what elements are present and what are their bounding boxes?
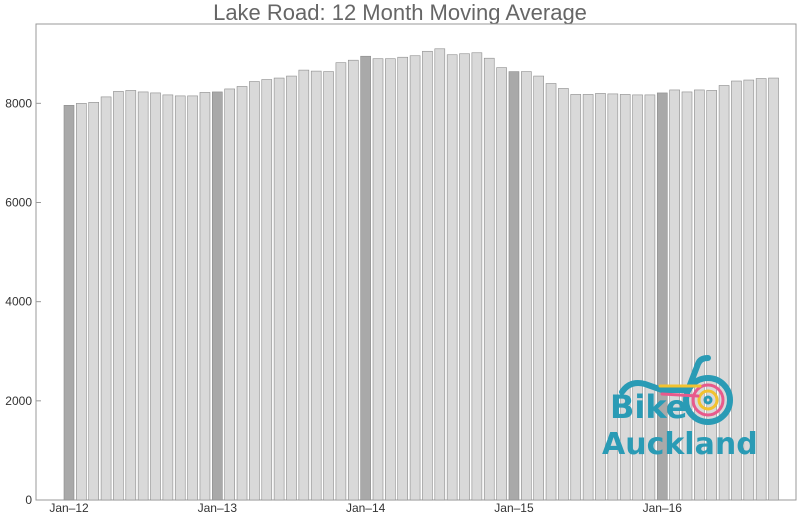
bar-jan-2014	[360, 55, 371, 501]
bar-sep-2012	[162, 94, 174, 501]
bar-jun-2016	[718, 85, 730, 501]
bar-apr-2016	[694, 89, 705, 501]
bar-may-2016	[706, 90, 718, 501]
bar-oct-2014	[471, 52, 483, 501]
bars-group	[63, 48, 779, 501]
y-tick-label: 2000	[5, 394, 32, 408]
bar-feb-2012	[76, 103, 87, 501]
bar-mar-2012	[88, 102, 100, 501]
bar-feb-2014	[372, 58, 384, 501]
bar-sep-2014	[459, 53, 470, 501]
bar-sep-2016	[755, 78, 767, 501]
y-tick-label: 8000	[5, 96, 32, 110]
bar-dec-2013	[347, 59, 359, 501]
bar-jun-2015	[570, 94, 582, 501]
bar-jun-2013	[273, 77, 285, 501]
bar-may-2013	[261, 79, 273, 501]
logo-text-line2: Auckland	[602, 427, 758, 460]
bike-auckland-logo: Bike Auckland	[602, 355, 758, 460]
x-tick-label: Jan–15	[494, 501, 534, 515]
y-tick-label: 0	[25, 493, 32, 507]
bar-jul-2014	[434, 48, 446, 501]
bar-may-2015	[558, 88, 569, 501]
bar-jul-2015	[582, 94, 594, 501]
bar-sep-2015	[607, 93, 619, 501]
bar-mar-2013	[236, 86, 248, 501]
bar-oct-2013	[323, 71, 334, 501]
bar-jan-2013	[212, 91, 223, 501]
bicycle-icon	[619, 355, 733, 425]
bar-feb-2015	[521, 71, 532, 501]
bar-aug-2016	[743, 79, 755, 501]
bar-nov-2013	[335, 62, 347, 501]
x-tick-label: Jan–14	[346, 501, 386, 515]
bar-mar-2014	[385, 58, 396, 501]
bar-oct-2016	[768, 77, 779, 501]
x-tick-label: Jan–16	[643, 501, 683, 515]
y-tick-label: 4000	[5, 295, 32, 309]
bar-jul-2013	[286, 75, 297, 501]
bar-jan-2016	[656, 92, 668, 501]
bar-jan-2015	[508, 71, 520, 501]
bar-aug-2013	[298, 69, 310, 501]
bar-nov-2012	[187, 95, 198, 501]
bar-feb-2016	[669, 89, 680, 501]
bar-jul-2012	[137, 91, 149, 501]
bar-dec-2012	[199, 92, 211, 501]
bar-sep-2013	[310, 70, 322, 501]
bar-apr-2013	[249, 81, 260, 501]
bar-apr-2015	[545, 83, 557, 501]
bar-may-2012	[113, 91, 124, 501]
bar-nov-2014	[483, 57, 495, 501]
bar-aug-2014	[446, 54, 458, 501]
logo-text-line1: Bike	[610, 388, 687, 426]
bar-apr-2014	[397, 56, 409, 501]
x-axis: Jan–12 Jan–13 Jan–14 Jan–15 Jan–16	[49, 501, 682, 515]
x-tick-label: Jan–12	[49, 501, 89, 515]
chart-title: Lake Road: 12 Month Moving Average	[213, 0, 587, 25]
bar-aug-2012	[150, 92, 161, 501]
bar-jun-2014	[422, 50, 433, 501]
bar-jan-2012	[63, 105, 75, 501]
bar-nov-2015	[632, 94, 643, 501]
bar-feb-2013	[224, 88, 235, 501]
bar-oct-2012	[174, 95, 186, 501]
bar-oct-2015	[619, 94, 631, 501]
y-tick-label: 6000	[5, 196, 32, 210]
bar-dec-2015	[644, 94, 656, 501]
bar-mar-2016	[681, 91, 693, 501]
y-axis: 0 2000 4000 6000 8000	[5, 96, 41, 507]
bar-may-2014	[409, 55, 421, 501]
bar-mar-2015	[533, 75, 544, 501]
bar-jul-2016	[731, 80, 742, 501]
bar-dec-2014	[496, 67, 507, 501]
bar-apr-2012	[100, 96, 112, 501]
bar-aug-2015	[595, 93, 606, 501]
x-tick-label: Jan–13	[198, 501, 238, 515]
bar-jun-2012	[125, 90, 137, 501]
